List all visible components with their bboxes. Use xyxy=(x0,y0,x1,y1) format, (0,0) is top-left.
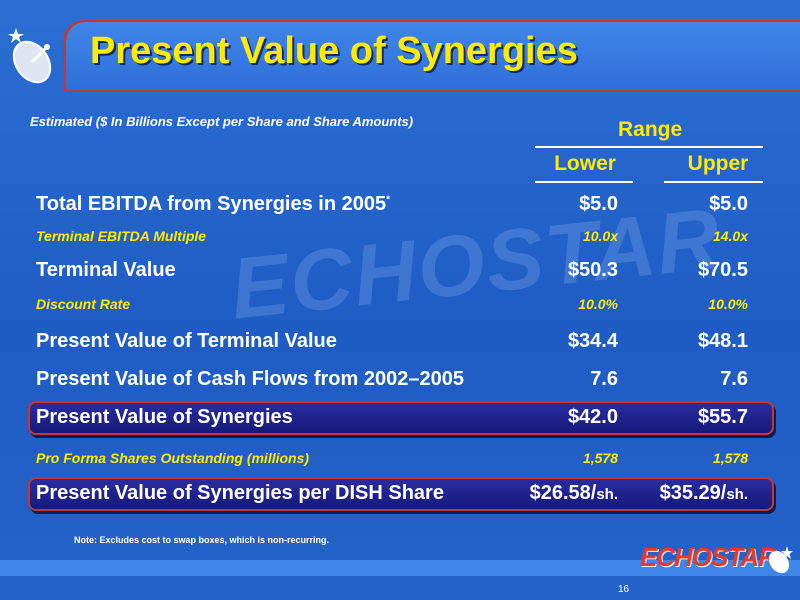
footnote: Note: Excludes cost to swap boxes, which… xyxy=(74,535,330,545)
highlight-box-present-value xyxy=(28,401,774,435)
row-label: Discount Rate xyxy=(36,296,131,312)
table-row-highlighted: Present Value of Synergies per DISH Shar… xyxy=(36,482,748,505)
table-row: Terminal Value $50.3 $70.5 xyxy=(36,259,748,282)
footnote-marker: * xyxy=(386,194,390,206)
range-underline xyxy=(535,146,763,148)
echostar-logo: ECHOSTAR xyxy=(640,542,777,572)
row-upper-value: 10.0% xyxy=(708,296,748,312)
row-lower-value: $34.4 xyxy=(567,330,618,352)
slide-subtitle: Estimated ($ In Billions Except per Shar… xyxy=(30,114,414,129)
row-label: Present Value of Terminal Value xyxy=(36,330,337,352)
table-row: Terminal EBITDA Multiple 10.0x 14.0x xyxy=(36,228,748,244)
table-row: Present Value of Cash Flows from 2002–20… xyxy=(36,368,748,391)
page-number: 16 xyxy=(618,584,630,595)
column-upper-underline xyxy=(664,181,763,183)
row-label: Pro Forma Shares Outstanding (millions) xyxy=(36,450,310,466)
slide-title: Present Value of Synergies xyxy=(90,30,578,72)
table-row: Present Value of Terminal Value $34.4 $4… xyxy=(36,330,748,353)
column-upper-header: Upper xyxy=(687,152,749,175)
satellite-logo-icon xyxy=(768,546,793,574)
row-label: Present Value of Synergies per DISH Shar… xyxy=(36,482,444,504)
row-lower-value: $42.0 xyxy=(567,406,618,428)
satellite-dish-icon xyxy=(8,28,52,84)
row-upper-value: 14.0x xyxy=(712,228,748,244)
table-row: Pro Forma Shares Outstanding (millions) … xyxy=(36,450,748,466)
row-upper-value: $35.29/ xyxy=(659,482,727,504)
row-upper-value: $55.7 xyxy=(697,406,748,428)
row-label: Total EBITDA from Synergies in 2005 xyxy=(36,193,387,215)
table-row: Total EBITDA from Synergies in 2005* $5.… xyxy=(36,193,748,216)
footer-bar xyxy=(0,560,800,576)
row-upper-value: 1,578 xyxy=(712,450,748,466)
row-upper-value: $5.0 xyxy=(709,193,748,215)
column-lower-underline xyxy=(535,181,633,183)
row-lower-value: $50.3 xyxy=(567,259,618,281)
row-lower-value: 7.6 xyxy=(590,368,618,390)
highlight-box-per-share xyxy=(28,477,774,511)
row-label: Present Value of Cash Flows from 2002–20… xyxy=(36,368,464,390)
table-row-highlighted: Present Value of Synergies $42.0 $55.7 xyxy=(36,406,748,429)
column-lower-header: Lower xyxy=(554,152,616,175)
row-lower-value: $26.58/ xyxy=(529,482,597,504)
per-share-unit: sh. xyxy=(726,486,748,503)
row-lower-value: $5.0 xyxy=(579,193,618,215)
row-upper-value: $48.1 xyxy=(697,330,748,352)
row-upper-value: 7.6 xyxy=(720,368,748,390)
title-bar xyxy=(63,20,800,92)
per-share-unit: sh. xyxy=(596,486,618,503)
row-label: Present Value of Synergies xyxy=(36,406,293,428)
row-label: Terminal Value xyxy=(36,259,176,281)
row-lower-value: 10.0x xyxy=(582,228,618,244)
row-upper-value: $70.5 xyxy=(697,259,748,281)
row-lower-value: 1,578 xyxy=(582,450,618,466)
row-label: Terminal EBITDA Multiple xyxy=(36,228,207,244)
row-lower-value: 10.0% xyxy=(578,296,618,312)
range-header: Range xyxy=(618,118,683,141)
table-row: Discount Rate 10.0% 10.0% xyxy=(36,296,748,312)
